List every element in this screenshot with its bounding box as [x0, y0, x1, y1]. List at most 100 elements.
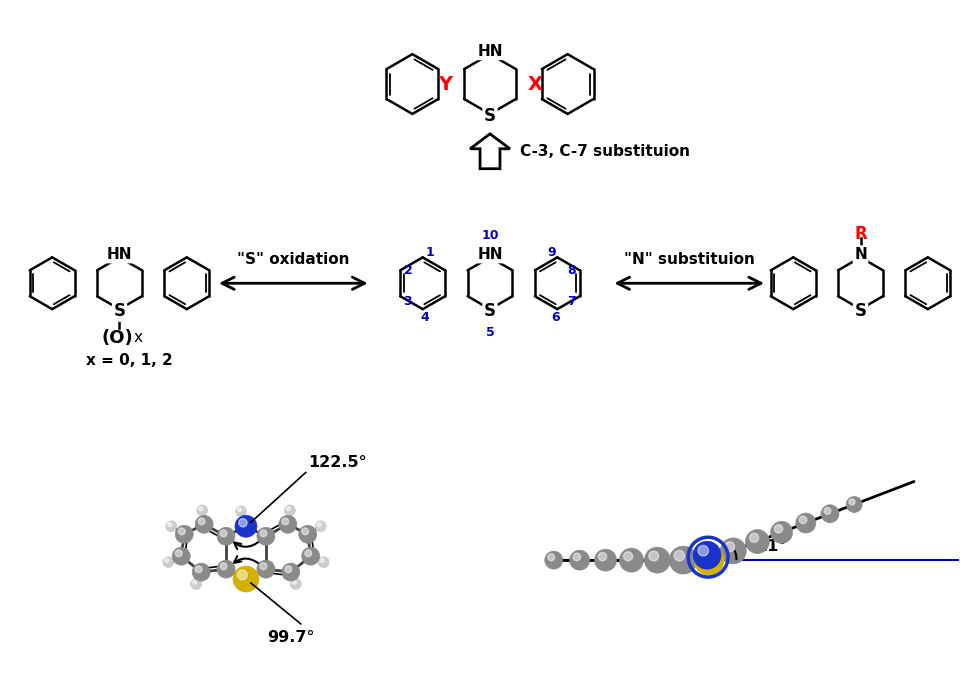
Circle shape: [175, 550, 182, 556]
Circle shape: [770, 521, 793, 543]
Circle shape: [545, 551, 563, 569]
Circle shape: [290, 579, 301, 590]
Text: N: N: [855, 247, 867, 262]
Circle shape: [746, 529, 769, 554]
Text: x = 0, 1, 2: x = 0, 1, 2: [86, 353, 172, 369]
Circle shape: [700, 550, 710, 561]
Circle shape: [750, 533, 759, 543]
Text: 1: 1: [425, 246, 434, 259]
Text: 6: 6: [551, 310, 560, 324]
Circle shape: [192, 563, 210, 581]
Circle shape: [218, 527, 235, 545]
Circle shape: [302, 547, 319, 565]
Circle shape: [163, 556, 173, 568]
Text: 7: 7: [567, 295, 576, 308]
Circle shape: [237, 570, 247, 580]
Circle shape: [197, 505, 208, 516]
Text: S: S: [484, 302, 496, 320]
Circle shape: [292, 580, 296, 584]
Circle shape: [318, 523, 321, 527]
Circle shape: [239, 518, 247, 527]
Text: Y: Y: [438, 75, 453, 94]
Circle shape: [548, 554, 555, 561]
Circle shape: [166, 521, 176, 532]
Circle shape: [774, 525, 783, 533]
Circle shape: [824, 507, 831, 514]
Circle shape: [235, 506, 247, 517]
Circle shape: [674, 550, 685, 561]
Circle shape: [694, 545, 724, 575]
Circle shape: [220, 530, 227, 537]
Text: 99.7°: 99.7°: [268, 630, 315, 645]
Circle shape: [796, 513, 815, 533]
Circle shape: [720, 538, 746, 564]
Circle shape: [645, 547, 670, 573]
Text: 5: 5: [486, 326, 494, 339]
Text: HN: HN: [107, 247, 132, 262]
Circle shape: [595, 549, 616, 571]
Text: 4: 4: [420, 310, 429, 324]
Text: HN: HN: [477, 44, 503, 59]
Circle shape: [195, 516, 213, 533]
Circle shape: [849, 499, 855, 505]
Text: C-3, C-7 substituion: C-3, C-7 substituion: [519, 143, 690, 159]
Polygon shape: [470, 134, 510, 168]
Text: "S" oxidation: "S" oxidation: [237, 252, 350, 267]
Circle shape: [320, 559, 324, 563]
Text: 10: 10: [481, 229, 499, 242]
Circle shape: [235, 516, 257, 537]
Circle shape: [279, 516, 297, 533]
Text: (O): (O): [102, 328, 133, 346]
Circle shape: [725, 542, 735, 552]
Text: 21°: 21°: [757, 538, 787, 554]
Text: x: x: [133, 330, 142, 345]
Circle shape: [257, 527, 274, 545]
Circle shape: [305, 550, 312, 556]
Text: "N" substituion: "N" substituion: [623, 252, 755, 267]
Circle shape: [218, 560, 235, 578]
Circle shape: [260, 563, 267, 570]
Circle shape: [599, 552, 607, 561]
Circle shape: [284, 505, 295, 516]
Circle shape: [299, 525, 317, 543]
Circle shape: [669, 546, 697, 574]
Circle shape: [569, 550, 590, 570]
Circle shape: [168, 523, 172, 527]
Circle shape: [237, 507, 241, 511]
Text: 2: 2: [404, 264, 413, 277]
Text: R: R: [855, 225, 867, 243]
Text: S: S: [484, 107, 496, 125]
Text: 8: 8: [567, 264, 576, 277]
Circle shape: [195, 565, 202, 572]
Circle shape: [800, 516, 807, 524]
Circle shape: [165, 559, 169, 563]
Circle shape: [220, 563, 227, 570]
Text: S: S: [855, 302, 866, 320]
Text: 122.5°: 122.5°: [308, 455, 367, 469]
Text: X: X: [527, 75, 542, 94]
Circle shape: [821, 505, 839, 523]
Circle shape: [191, 579, 202, 590]
Circle shape: [286, 507, 290, 511]
Text: 3: 3: [403, 295, 412, 308]
Text: S: S: [114, 302, 125, 320]
Text: 9: 9: [547, 246, 556, 259]
Circle shape: [172, 547, 190, 565]
Circle shape: [192, 580, 197, 584]
Circle shape: [302, 528, 309, 535]
Circle shape: [698, 545, 709, 556]
Circle shape: [318, 556, 329, 568]
Circle shape: [846, 496, 862, 512]
Circle shape: [260, 530, 267, 537]
Circle shape: [573, 553, 580, 561]
Circle shape: [649, 551, 659, 561]
Circle shape: [198, 518, 205, 525]
Circle shape: [285, 565, 292, 572]
Circle shape: [175, 525, 193, 543]
Circle shape: [257, 560, 274, 578]
Circle shape: [233, 566, 259, 592]
Circle shape: [316, 521, 326, 532]
Circle shape: [199, 507, 203, 511]
Circle shape: [693, 541, 721, 569]
Text: HN: HN: [477, 247, 503, 262]
